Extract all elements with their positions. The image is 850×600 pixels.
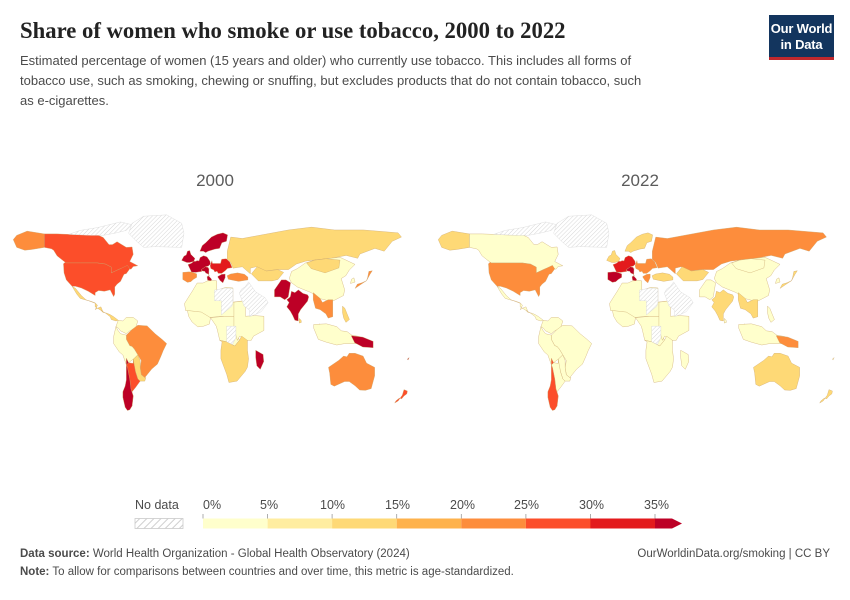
svg-text:15%: 15%	[385, 498, 410, 512]
svg-text:35%: 35%	[644, 498, 669, 512]
svg-text:30%: 30%	[579, 498, 604, 512]
svg-text:20%: 20%	[450, 498, 475, 512]
svg-text:No data: No data	[135, 498, 179, 512]
svg-text:0%: 0%	[203, 498, 221, 512]
svg-text:10%: 10%	[320, 498, 345, 512]
svg-text:5%: 5%	[260, 498, 278, 512]
svg-text:25%: 25%	[514, 498, 539, 512]
